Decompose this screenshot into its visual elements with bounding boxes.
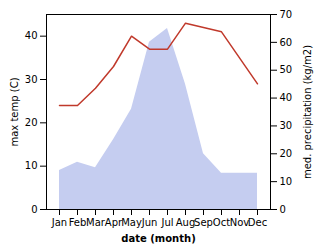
svg-text:Aug: Aug: [176, 217, 196, 228]
svg-text:20: 20: [280, 148, 293, 159]
svg-text:50: 50: [280, 64, 293, 75]
svg-text:May: May: [121, 217, 142, 228]
svg-text:Sep: Sep: [194, 217, 213, 228]
svg-text:Mar: Mar: [86, 217, 106, 228]
svg-text:30: 30: [25, 74, 38, 85]
svg-text:30: 30: [280, 120, 293, 131]
svg-text:Dec: Dec: [248, 217, 267, 228]
svg-text:0: 0: [31, 204, 37, 215]
svg-text:Oct: Oct: [213, 217, 230, 228]
svg-text:Apr: Apr: [104, 216, 123, 228]
svg-text:20: 20: [25, 117, 38, 128]
svg-text:Nov: Nov: [230, 217, 250, 228]
svg-text:Jan: Jan: [51, 217, 67, 228]
svg-text:0: 0: [280, 204, 286, 215]
svg-text:70: 70: [280, 9, 293, 20]
svg-text:med. precipitation (kg/m2): med. precipitation (kg/m2): [302, 45, 313, 179]
svg-text:40: 40: [25, 30, 38, 41]
svg-text:10: 10: [280, 176, 293, 187]
svg-text:Jul: Jul: [160, 217, 173, 228]
svg-text:Jun: Jun: [141, 217, 158, 228]
svg-text:date (month): date (month): [121, 233, 195, 244]
svg-text:60: 60: [280, 37, 293, 48]
svg-text:Feb: Feb: [69, 217, 87, 228]
svg-text:max temp (C): max temp (C): [9, 77, 20, 146]
svg-text:10: 10: [25, 160, 38, 171]
svg-text:40: 40: [280, 92, 293, 103]
